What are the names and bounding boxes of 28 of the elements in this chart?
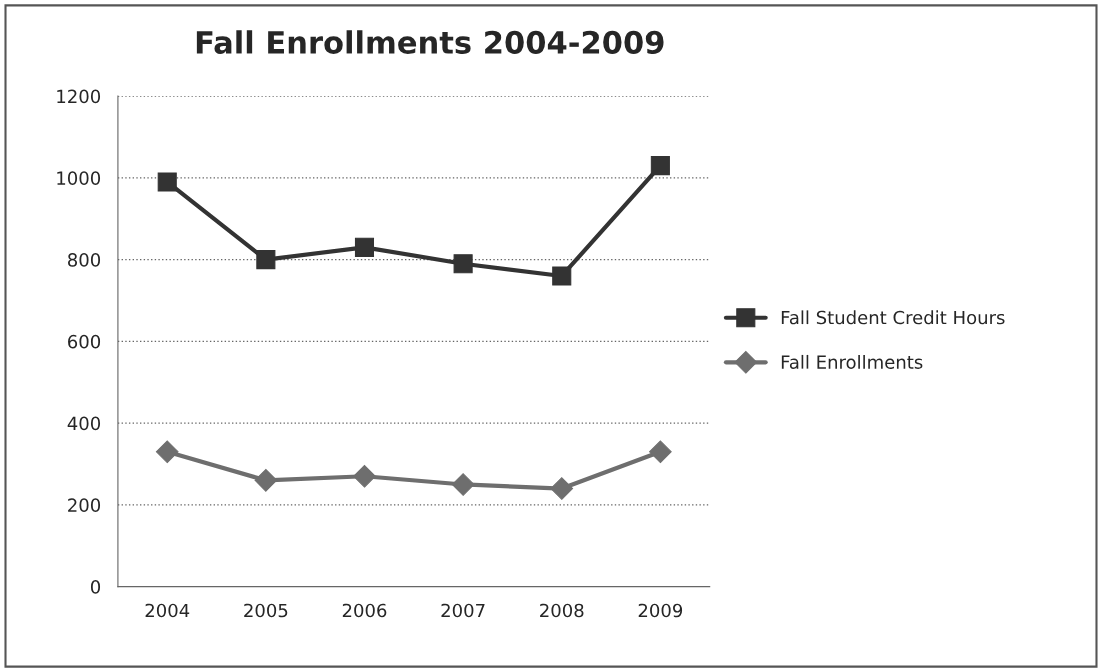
point	[256, 250, 276, 270]
point	[155, 440, 179, 464]
y-tick-label: 1000	[57, 171, 101, 185]
point	[550, 477, 574, 500]
x-tick-label: 2005	[244, 603, 288, 618]
y-tick-label: 600	[68, 334, 101, 349]
point	[254, 469, 278, 492]
point	[650, 156, 670, 176]
x-tick-label: 2007	[441, 603, 485, 618]
y-tick-label: 0	[90, 580, 101, 594]
y-tick-label: 200	[68, 498, 101, 513]
point	[552, 266, 572, 286]
point	[354, 237, 375, 257]
legend-label: Fall Enrollments	[781, 354, 923, 369]
point	[649, 440, 672, 464]
point	[451, 473, 475, 496]
x-tick-label: 2009	[638, 603, 683, 618]
point	[353, 464, 376, 488]
x-tick-label: 2008	[540, 603, 584, 618]
y-tick-label: 800	[68, 253, 101, 267]
chart-title: Fall Enrollments 2004-2009	[196, 30, 664, 54]
legend-label: Fall Student Credit Hours	[781, 310, 1005, 325]
y-tick-label: 400	[67, 416, 101, 431]
point	[453, 254, 473, 274]
x-tick-label: 2004	[145, 603, 190, 618]
point	[157, 172, 177, 192]
y-tick-label: 1200	[57, 89, 101, 104]
x-tick-label: 2006	[342, 603, 387, 618]
